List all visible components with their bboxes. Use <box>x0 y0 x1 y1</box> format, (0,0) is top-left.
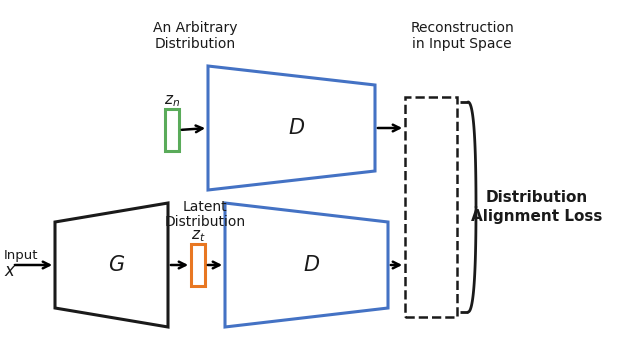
Text: Distribution: Distribution <box>164 215 246 229</box>
Text: $z_n$: $z_n$ <box>164 93 180 109</box>
Text: $z_t$: $z_t$ <box>191 228 205 244</box>
Text: Alignment Loss: Alignment Loss <box>471 208 603 223</box>
Polygon shape <box>208 66 375 190</box>
Text: $D$: $D$ <box>288 118 305 138</box>
Text: $G$: $G$ <box>108 255 125 275</box>
Bar <box>165 109 179 151</box>
Bar <box>191 244 205 286</box>
Polygon shape <box>55 203 168 327</box>
Text: $x$: $x$ <box>4 263 17 280</box>
Bar <box>405 97 457 317</box>
Text: Input: Input <box>4 249 38 262</box>
Text: in Input Space: in Input Space <box>412 37 512 51</box>
Text: Reconstruction: Reconstruction <box>410 21 514 35</box>
Text: Latent: Latent <box>182 200 227 214</box>
Text: $x_n$: $x_n$ <box>422 119 440 136</box>
Text: An Arbitrary: An Arbitrary <box>153 21 237 35</box>
Polygon shape <box>225 203 388 327</box>
Text: $D$: $D$ <box>303 255 320 275</box>
Text: $x_t$: $x_t$ <box>422 256 440 273</box>
Text: Distribution: Distribution <box>154 37 236 51</box>
Text: Distribution: Distribution <box>486 191 588 206</box>
